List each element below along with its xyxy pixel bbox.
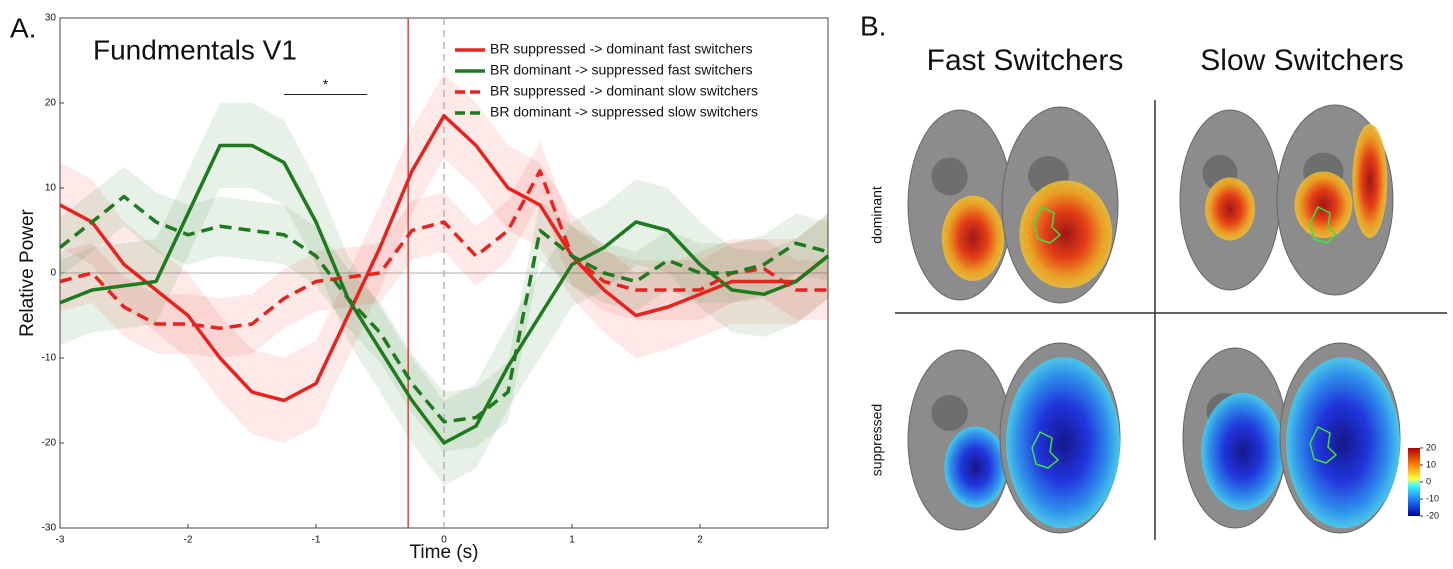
activation xyxy=(1205,178,1255,241)
activation xyxy=(944,427,1006,508)
colorbar-tick-label: -20 xyxy=(1426,510,1439,520)
colorbar-tick-label: 0 xyxy=(1426,476,1431,486)
row-label: dominant xyxy=(869,186,885,244)
column-header: Fast Switchers xyxy=(927,44,1124,77)
y-tick-label: 0 xyxy=(50,268,56,279)
x-tick-label: 1 xyxy=(569,535,575,546)
activation xyxy=(1006,357,1120,528)
sulcus xyxy=(931,395,967,431)
y-tick-label: -10 xyxy=(42,353,57,364)
figure: A. Fundmentals V1 Time (s) Relative Powe… xyxy=(0,0,1453,569)
activation xyxy=(1352,124,1387,238)
chart-title: Fundmentals V1 xyxy=(93,34,297,65)
x-tick-label: 2 xyxy=(697,535,703,546)
panel-label: A. xyxy=(10,12,36,43)
activation xyxy=(1294,172,1352,239)
x-tick-label: -3 xyxy=(56,535,65,546)
panel-b: B. Fast Switchers Slow Switchers dominan… xyxy=(860,10,1447,540)
legend-label: BR dominant -> suppressed slow switchers xyxy=(490,104,758,120)
colorbar xyxy=(1408,448,1420,516)
y-tick-label: 30 xyxy=(45,13,57,24)
activation xyxy=(942,196,1004,282)
activation xyxy=(1201,393,1284,510)
brain-maps xyxy=(908,105,1400,533)
legend-label: BR suppressed -> dominant slow switchers xyxy=(490,83,758,99)
x-tick-label: -1 xyxy=(312,535,321,546)
activation xyxy=(1019,181,1112,289)
colorbar-tick-label: 10 xyxy=(1426,459,1436,469)
column-header: Slow Switchers xyxy=(1200,44,1403,77)
x-tick-label: -2 xyxy=(184,535,193,546)
y-tick-label: 10 xyxy=(45,183,57,194)
colorbar-tick-label: 20 xyxy=(1426,442,1436,452)
y-tick-label: -20 xyxy=(42,438,57,449)
x-tick-label: 0 xyxy=(441,535,447,546)
legend-label: BR dominant -> suppressed fast switchers xyxy=(490,62,753,78)
activation xyxy=(1286,357,1400,528)
panel-label: B. xyxy=(860,10,886,41)
sulcus xyxy=(931,158,967,196)
y-tick-label: 20 xyxy=(45,98,57,109)
y-axis-label: Relative Power xyxy=(17,208,38,336)
row-label: suppressed xyxy=(869,404,885,476)
colorbar-tick-label: -10 xyxy=(1426,493,1439,503)
significance-marker: * xyxy=(323,76,329,92)
legend-label: BR suppressed -> dominant fast switchers xyxy=(490,41,753,57)
y-tick-label: -30 xyxy=(42,523,57,534)
